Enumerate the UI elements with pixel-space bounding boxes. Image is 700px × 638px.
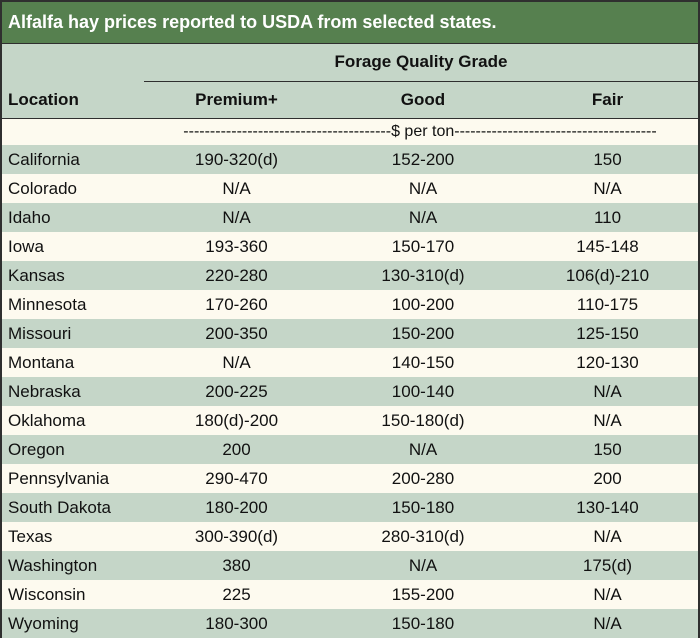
- fair-column-header: Fair: [591, 90, 624, 109]
- premium-cell: 225: [222, 585, 251, 604]
- good-cell: N/A: [408, 556, 438, 575]
- fair-cell: N/A: [593, 614, 622, 633]
- table-row: Wisconsin 225 155-200 N/A: [2, 580, 698, 609]
- location-cell: Wisconsin: [8, 585, 86, 604]
- location-cell: California: [8, 150, 80, 169]
- premium-cell: 190-320(d): [194, 150, 279, 169]
- fair-cell: N/A: [593, 411, 622, 430]
- fair-cell: N/A: [593, 527, 622, 546]
- location-cell: Colorado: [8, 179, 77, 198]
- premium-cell: 200: [222, 440, 251, 459]
- good-cell: N/A: [408, 208, 438, 227]
- premium-cell: 170-260: [205, 295, 268, 314]
- table-row: Wyoming 180-300 150-180 N/A: [2, 609, 698, 638]
- unit-label-row: ---------------------------------------$…: [2, 119, 698, 145]
- table-row: Montana N/A 140-150 120-130: [2, 348, 698, 377]
- premium-cell: N/A: [222, 179, 251, 198]
- premium-cell: N/A: [222, 353, 251, 372]
- fair-cell: 125-150: [576, 324, 639, 343]
- header-divider: [144, 81, 698, 82]
- table-row: Pennsylvania 290-470 200-280 200: [2, 464, 698, 493]
- good-cell: 100-200: [391, 295, 455, 314]
- location-cell: Iowa: [8, 237, 44, 256]
- table-header: Forage Quality Grade Location Premium+ G…: [2, 44, 698, 119]
- premium-cell: 180-300: [205, 614, 268, 633]
- premium-cell: 290-470: [205, 469, 268, 488]
- good-cell: 152-200: [391, 150, 455, 169]
- fair-cell: N/A: [593, 382, 622, 401]
- location-cell: Oregon: [8, 440, 65, 459]
- location-cell: Oklahoma: [8, 411, 86, 430]
- location-cell: Minnesota: [8, 295, 87, 314]
- fair-cell: 106(d)-210: [565, 266, 650, 285]
- good-cell: 150-200: [391, 324, 455, 343]
- good-cell: 150-180: [391, 498, 455, 517]
- premium-cell: 380: [222, 556, 251, 575]
- premium-cell: 200-350: [205, 324, 268, 343]
- location-cell: Wyoming: [8, 614, 79, 633]
- good-cell: 280-310(d): [381, 527, 465, 546]
- premium-cell: 300-390(d): [194, 527, 279, 546]
- table-body: California 190-320(d) 152-200 150 Colorado N/…: [2, 145, 698, 638]
- good-cell: 150-180: [391, 614, 455, 633]
- good-cell: 100-140: [391, 382, 455, 401]
- location-cell: Washington: [8, 556, 98, 575]
- location-column-header: Location: [8, 90, 79, 109]
- fair-cell: 110: [593, 208, 622, 227]
- fair-cell: 110-175: [576, 295, 639, 314]
- table-row: Nebraska 200-225 100-140 N/A: [2, 377, 698, 406]
- good-cell: 150-170: [391, 237, 455, 256]
- location-cell: Pennsylvania: [8, 469, 110, 488]
- fair-cell: N/A: [593, 179, 622, 198]
- fair-cell: N/A: [593, 585, 622, 604]
- good-cell: N/A: [408, 440, 438, 459]
- location-cell: Nebraska: [8, 382, 81, 401]
- fair-cell: 145-148: [576, 237, 639, 256]
- premium-cell: 180(d)-200: [194, 411, 279, 430]
- good-cell: 130-310(d): [381, 266, 465, 285]
- table-row: California 190-320(d) 152-200 150: [2, 145, 698, 174]
- good-column-header: Good: [400, 90, 446, 109]
- forage-quality-grade-heading: Forage Quality Grade: [334, 52, 508, 71]
- good-cell: 155-200: [391, 585, 455, 604]
- fair-cell: 120-130: [576, 353, 639, 372]
- premium-cell: 220-280: [205, 266, 268, 285]
- good-cell: 200-280: [391, 469, 455, 488]
- good-cell: 140-150: [391, 353, 455, 372]
- fair-cell: 175(d): [582, 556, 633, 575]
- table-row: Oregon 200 N/A 150: [2, 435, 698, 464]
- table-row: Washington 380 N/A 175(d): [2, 551, 698, 580]
- location-cell: South Dakota: [8, 498, 112, 517]
- table-row: Missouri 200-350 150-200 125-150: [2, 319, 698, 348]
- location-cell: Kansas: [8, 266, 65, 285]
- location-cell: Montana: [8, 353, 75, 372]
- location-cell: Idaho: [8, 208, 51, 227]
- fair-cell: 200: [593, 469, 622, 488]
- location-cell: Missouri: [8, 324, 72, 343]
- premium-cell: 200-225: [205, 382, 268, 401]
- table-row: Kansas 220-280 130-310(d) 106(d)-210: [2, 261, 698, 290]
- premium-cell: 193-360: [205, 237, 268, 256]
- fair-cell: 130-140: [576, 498, 639, 517]
- table-row: Colorado N/A N/A N/A: [2, 174, 698, 203]
- good-cell: 150-180(d): [381, 411, 465, 430]
- premium-column-header: Premium+: [195, 90, 278, 109]
- table-row: South Dakota 180-200 150-180 130-140: [2, 493, 698, 522]
- table-row: Minnesota 170-260 100-200 110-175: [2, 290, 698, 319]
- good-cell: N/A: [408, 179, 438, 198]
- premium-cell: 180-200: [205, 498, 268, 517]
- premium-cell: N/A: [222, 208, 251, 227]
- table-row: Idaho N/A N/A 110: [2, 203, 698, 232]
- location-cell: Texas: [8, 527, 53, 546]
- table-row: Iowa 193-360 150-170 145-148: [2, 232, 698, 261]
- table-title: Alfalfa hay prices reported to USDA from…: [2, 2, 698, 44]
- fair-cell: 150: [593, 440, 622, 459]
- fair-cell: 150: [593, 150, 622, 169]
- table-row: Oklahoma 180(d)-200 150-180(d) N/A: [2, 406, 698, 435]
- table-row: Texas 300-390(d) 280-310(d) N/A: [2, 522, 698, 551]
